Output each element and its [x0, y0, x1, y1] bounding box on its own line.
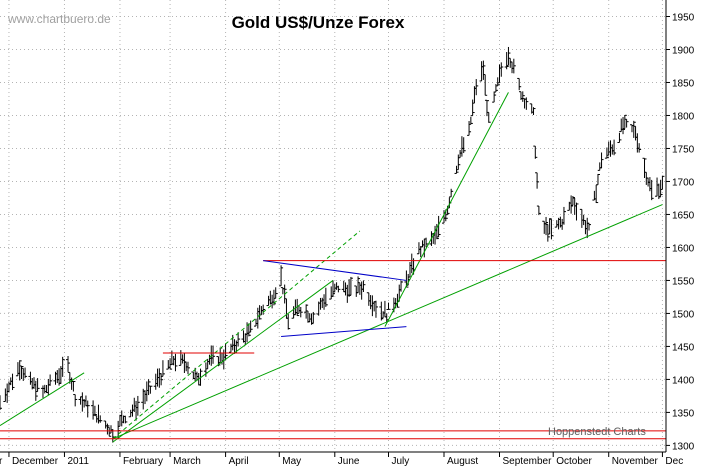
x-tick-label: December [12, 456, 59, 466]
x-tick-label: April [229, 456, 249, 466]
y-tick-label: 1450 [672, 342, 695, 353]
y-tick-label: 1800 [672, 111, 695, 122]
credit-text: Hoppenstedt Charts [548, 426, 646, 438]
triangle-line [281, 326, 407, 338]
y-tick-label: 1350 [672, 408, 695, 419]
watermark-text: www.chartbuero.de [7, 12, 111, 26]
y-tick-label: 1700 [672, 177, 695, 188]
x-tick-label: March [173, 456, 201, 466]
support-line [0, 372, 85, 427]
chart-title: Gold US$/Unze Forex [232, 13, 405, 32]
y-tick-label: 1750 [672, 144, 695, 155]
x-tick-label: Dec [665, 456, 683, 466]
trend-lines [0, 92, 666, 443]
x-tick-label: 2011 [67, 456, 89, 466]
price-bars [0, 46, 665, 443]
x-tick-label: r [0, 456, 3, 466]
triangle-line [263, 260, 407, 281]
y-tick-label: 1950 [672, 12, 695, 23]
x-tick-label: November [612, 456, 659, 466]
x-tick-label: July [392, 456, 410, 466]
grid-lines [0, 0, 666, 452]
y-tick-label: 1550 [672, 276, 695, 287]
support-line [112, 230, 361, 440]
y-axis: 1300 1350 1400 1450 1500 1550 1600 1650 1700 1750… [666, 12, 695, 452]
x-tick-label: August [447, 456, 478, 466]
y-tick-label: 1600 [672, 243, 695, 254]
x-tick-label: June [338, 456, 360, 466]
x-axis: r December 2011 February March April May June Ju… [0, 452, 683, 466]
support-line [112, 280, 334, 443]
y-tick-label: 1850 [672, 78, 695, 89]
x-tick-label: September [503, 456, 553, 466]
x-tick-label: October [556, 456, 592, 466]
y-tick-label: 1400 [672, 375, 695, 386]
support-line [384, 92, 509, 327]
y-tick-label: 1650 [672, 210, 695, 221]
x-tick-label: May [282, 456, 301, 466]
y-tick-label: 1900 [672, 45, 695, 56]
x-tick-label: February [123, 456, 163, 466]
y-tick-label: 1500 [672, 309, 695, 320]
y-tick-label: 1300 [672, 441, 695, 452]
